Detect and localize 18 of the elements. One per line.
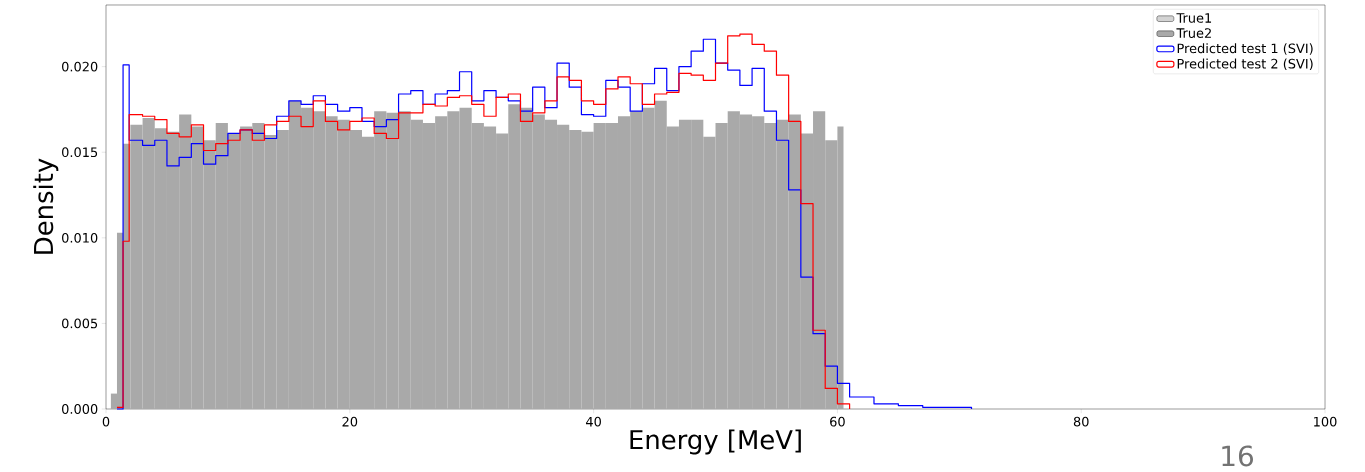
y-tick-label: 0.015	[62, 147, 98, 158]
x-tick-label: 100	[1314, 416, 1337, 427]
legend-label: True2	[1176, 28, 1211, 38]
x-tick-label: 40	[585, 416, 601, 427]
y-axis-title: Density	[33, 158, 59, 254]
x-tick-label: 80	[1073, 416, 1089, 427]
legend-label: Predicted test 1 (SVI)	[1177, 43, 1313, 55]
x-tick-label: 60	[830, 416, 845, 427]
y-tick-label: 0.005	[62, 318, 98, 329]
legend-label: Predicted test 2 (SVI)	[1177, 58, 1313, 71]
legend-label: True1	[1176, 13, 1212, 23]
text: 16	[1222, 445, 1253, 467]
x-tick-label: 0	[102, 416, 110, 427]
y-tick-label: 0.020	[62, 61, 98, 72]
x-axis-title: Energy [MeV]	[630, 429, 801, 455]
y-tick-label: 0.000	[62, 404, 98, 414]
x-tick-label: 20	[342, 416, 358, 427]
y-tick-label: 0.010	[62, 232, 98, 243]
